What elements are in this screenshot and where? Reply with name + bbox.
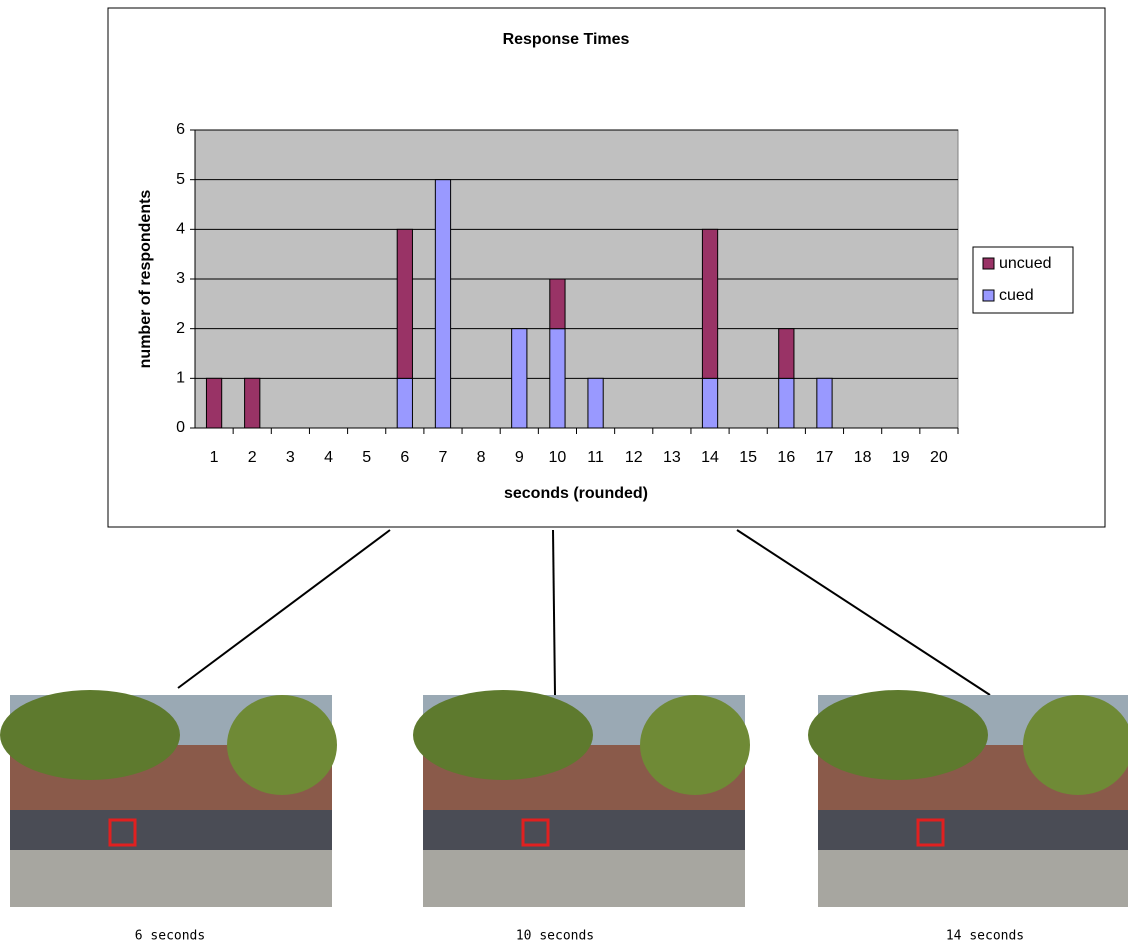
bar-segment	[550, 279, 565, 329]
photo-crowd	[10, 810, 332, 850]
y-tick-label: 6	[176, 121, 185, 138]
bar-segment	[702, 229, 717, 378]
x-tick-label: 4	[324, 449, 333, 466]
y-axis-label: number of respondents	[137, 190, 154, 369]
x-tick-label: 9	[515, 449, 524, 466]
photos: 6 seconds 10 seconds 14 seconds	[0, 690, 1128, 944]
y-tick-label: 3	[176, 270, 185, 287]
photo-caption: 14 seconds	[946, 929, 1024, 944]
y-tick-label: 4	[176, 221, 185, 238]
x-tick-label: 18	[854, 449, 872, 466]
x-tick-label: 5	[362, 449, 371, 466]
x-tick-label: 17	[816, 449, 834, 466]
bar-segment	[245, 378, 260, 428]
x-tick-label: 8	[477, 449, 486, 466]
bar-segment	[512, 329, 527, 428]
bar-segment	[779, 378, 794, 428]
y-tick-label: 2	[176, 320, 185, 337]
photo-crowd	[818, 810, 1128, 850]
connectors	[178, 530, 990, 695]
photo-crowd	[423, 810, 745, 850]
x-tick-label: 2	[248, 449, 257, 466]
x-tick-label: 14	[701, 449, 719, 466]
photo-tree	[808, 690, 988, 780]
x-tick-label: 20	[930, 449, 948, 466]
bar-segment	[779, 329, 794, 379]
legend-swatch	[983, 290, 994, 301]
x-tick-label: 6	[400, 449, 409, 466]
photo-tree	[640, 695, 750, 795]
bar-segment	[817, 378, 832, 428]
x-tick-label: 11	[587, 449, 604, 466]
photo-caption: 6 seconds	[135, 929, 205, 944]
x-axis-label: seconds (rounded)	[504, 485, 648, 502]
bar-segment	[397, 378, 412, 428]
page: Response Times seconds (rounded) number …	[0, 0, 1128, 946]
y-tick-label: 0	[176, 419, 185, 436]
x-tick-label: 10	[549, 449, 567, 466]
photo-road	[818, 850, 1128, 907]
photo-road	[423, 850, 745, 907]
bar-segment	[702, 378, 717, 428]
legend-label: uncued	[999, 255, 1052, 272]
photo-road	[10, 850, 332, 907]
x-tick-label: 15	[739, 449, 757, 466]
x-tick-label: 19	[892, 449, 910, 466]
photo-tree	[0, 690, 180, 780]
x-tick-label: 16	[777, 449, 795, 466]
x-tick-label: 3	[286, 449, 295, 466]
bar-segment	[588, 378, 603, 428]
y-tick-label: 1	[176, 370, 185, 387]
photo-caption: 10 seconds	[516, 929, 594, 944]
bar-segment	[206, 378, 221, 428]
x-tick-label: 7	[439, 449, 448, 466]
x-tick-label: 13	[663, 449, 681, 466]
y-tick-label: 5	[176, 171, 185, 188]
chart-title: Response Times	[503, 31, 630, 48]
legend-label: cued	[999, 287, 1034, 304]
legend-swatch	[983, 258, 994, 269]
bar-segment	[435, 180, 450, 428]
x-tick-label: 12	[625, 449, 643, 466]
photo-tree	[1023, 695, 1128, 795]
bar-segment	[397, 229, 412, 378]
photo-tree	[413, 690, 593, 780]
x-tick-label: 1	[210, 449, 219, 466]
bar-segment	[550, 329, 565, 428]
photo-tree	[227, 695, 337, 795]
